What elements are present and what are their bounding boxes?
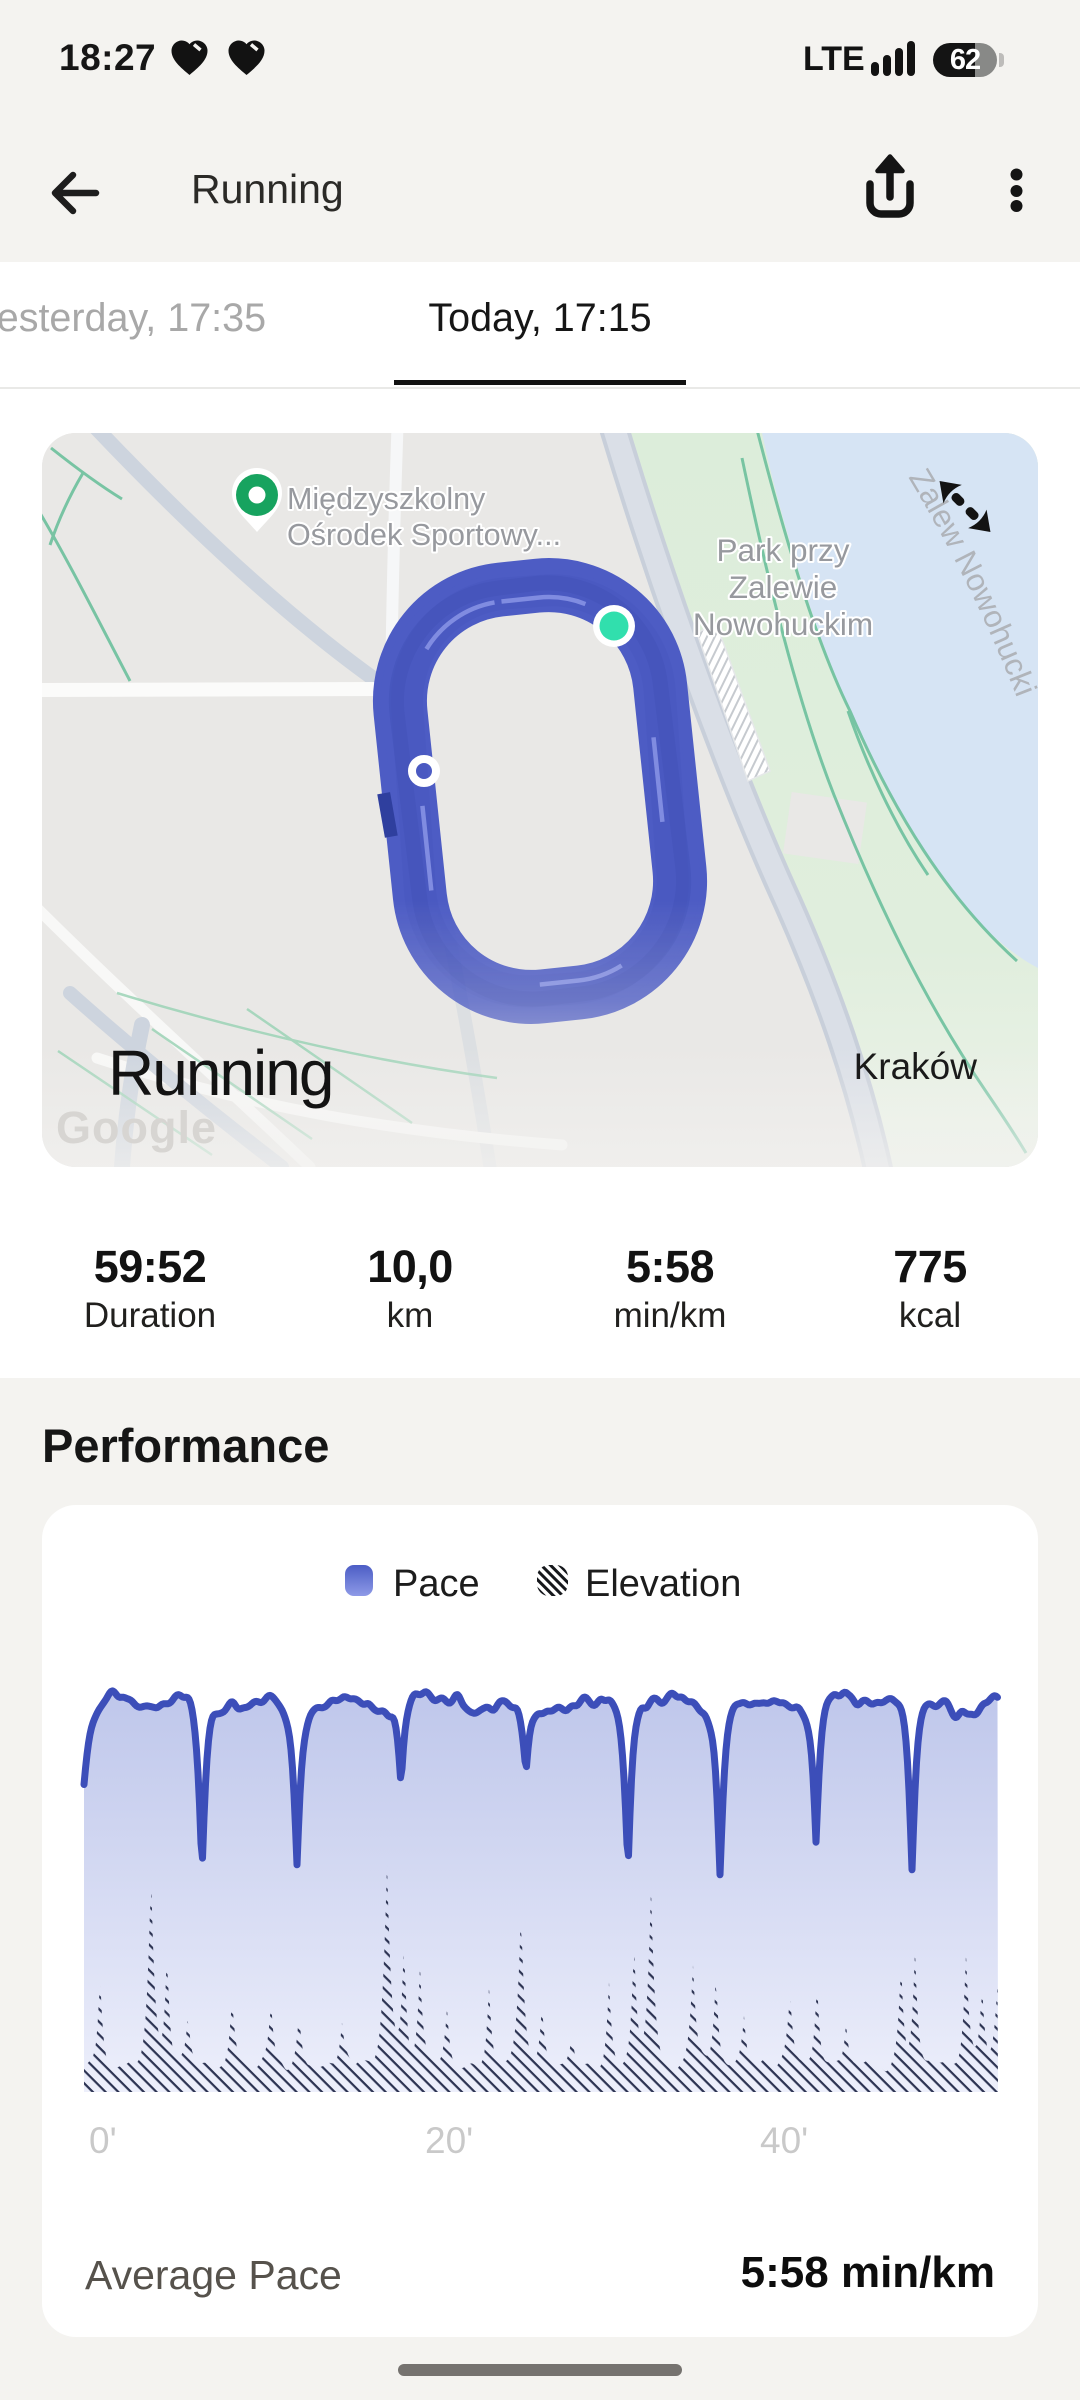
svg-text:5:58 min/km: 5:58 min/km [741, 2248, 995, 2297]
svg-text:Park przy: Park przy [716, 532, 849, 568]
svg-text:Ośrodek Sportowy...: Ośrodek Sportowy... [287, 518, 561, 552]
svg-text:Międzyszkolny: Międzyszkolny [287, 482, 486, 516]
svg-text:40': 40' [760, 2120, 808, 2161]
svg-text:Google: Google [56, 1102, 217, 1153]
svg-text:Running: Running [108, 1037, 332, 1109]
svg-text:0': 0' [89, 2120, 117, 2161]
svg-text:Pace: Pace [393, 1563, 480, 1605]
svg-text:20': 20' [425, 2120, 473, 2161]
svg-text:Elevation: Elevation [585, 1563, 741, 1605]
svg-text:Zalewie: Zalewie [729, 569, 838, 605]
svg-text:Nowohuckim: Nowohuckim [693, 606, 873, 642]
svg-text:Average Pace: Average Pace [85, 2252, 342, 2298]
svg-text:Kraków: Kraków [854, 1046, 978, 1087]
